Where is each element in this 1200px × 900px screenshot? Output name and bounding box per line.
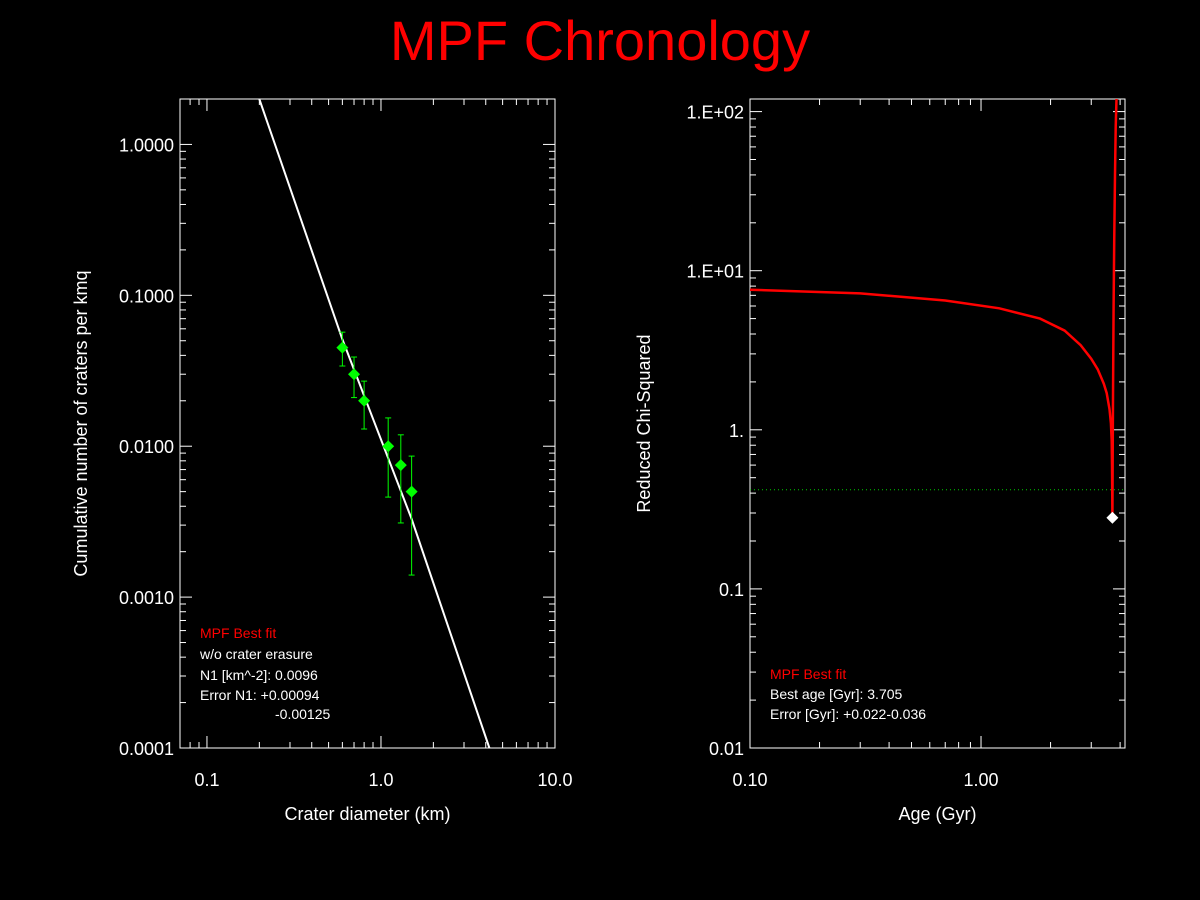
y-tick-label: 1.E+02 — [686, 103, 744, 123]
y-axis-label: Cumulative number of craters per kmq — [71, 270, 91, 576]
data-point — [358, 394, 371, 407]
plot-frame — [749, 98, 1126, 749]
x-tick-label: 1.00 — [963, 770, 998, 790]
annotation-line: Error [Gyr]: +0.022-0.036 — [770, 706, 926, 722]
annotation-line: N1 [km^-2]: 0.0096 — [200, 667, 318, 683]
y-tick-label: 1. — [729, 421, 744, 441]
y-tick-label: 0.1 — [719, 580, 744, 600]
data-point — [336, 341, 349, 354]
annotation-line: Best age [Gyr]: 3.705 — [770, 686, 903, 702]
best-fit-marker — [1106, 511, 1119, 524]
annotation-heading: MPF Best fit — [770, 666, 846, 682]
annotation-line: -0.00125 — [275, 706, 330, 722]
annotation-line: Error N1: +0.00094 — [200, 687, 320, 703]
annotation-line: w/o crater erasure — [199, 646, 313, 662]
y-tick-label: 1.0000 — [119, 135, 174, 155]
y-tick-label: 0.01 — [709, 739, 744, 759]
fit-line — [258, 98, 491, 749]
y-tick-label: 1.E+01 — [686, 262, 744, 282]
x-tick-label: 0.1 — [194, 770, 219, 790]
x-tick-label: 10.0 — [537, 770, 572, 790]
y-tick-label: 0.0100 — [119, 437, 174, 457]
y-tick-label: 0.0010 — [119, 588, 174, 608]
data-point — [394, 459, 407, 472]
data-point — [382, 440, 395, 453]
chart-title: MPF Chronology — [389, 9, 811, 72]
chi-squared-curve — [750, 99, 1118, 518]
x-axis-label: Crater diameter (km) — [284, 804, 450, 824]
annotation-heading: MPF Best fit — [200, 625, 276, 641]
y-tick-label: 0.0001 — [119, 739, 174, 759]
data-point — [405, 485, 418, 498]
x-tick-label: 1.0 — [368, 770, 393, 790]
plot-frame — [179, 98, 556, 749]
data-point — [348, 368, 361, 381]
y-axis-label: Reduced Chi-Squared — [634, 334, 654, 512]
x-axis-label: Age (Gyr) — [898, 804, 976, 824]
x-tick-label: 0.10 — [732, 770, 767, 790]
y-tick-label: 0.1000 — [119, 286, 174, 306]
